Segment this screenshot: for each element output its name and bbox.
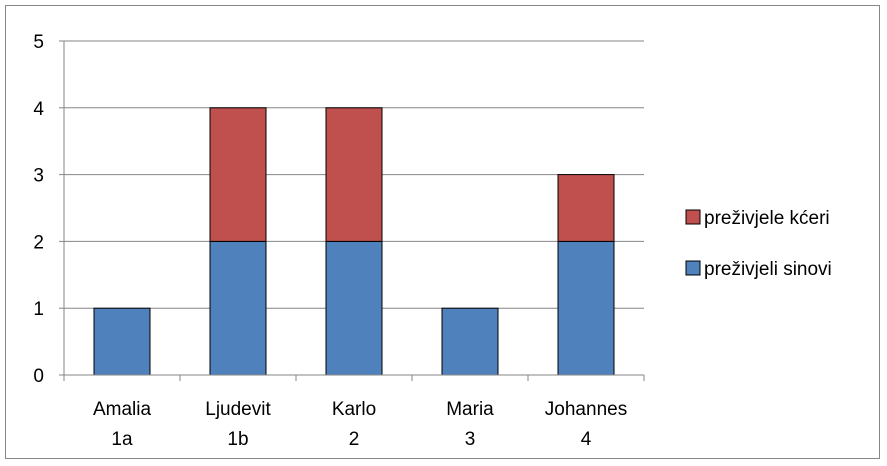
x-tick-label: 1a <box>111 429 133 450</box>
bar-segment <box>325 107 383 242</box>
x-tick-label: 1b <box>227 429 248 450</box>
y-tick-label: 3 <box>33 166 44 187</box>
x-tick-labels: Amalia 1a Ljudevit 1b Karlo 2 Maria 3 Johannes 4 <box>93 399 627 450</box>
x-tick-label: 4 <box>581 429 592 450</box>
bar-segment <box>557 240 615 376</box>
x-tick-label: Karlo <box>332 399 376 420</box>
y-tick-label: 2 <box>33 232 44 253</box>
y-tick-label: 5 <box>33 32 44 53</box>
bar-segment <box>93 307 151 376</box>
legend-label: preživjele kćeri <box>704 208 830 229</box>
legend-label: preživjeli sinovi <box>704 259 832 280</box>
x-tick-label: 2 <box>349 429 360 450</box>
bar-segment <box>441 307 499 376</box>
y-tick-label: 4 <box>33 99 44 120</box>
legend-swatch <box>685 260 701 276</box>
y-tick-label: 1 <box>33 299 44 320</box>
y-tick-label: 0 <box>33 366 44 387</box>
bar-segment <box>557 174 615 242</box>
y-tick-labels: 0 1 2 3 4 5 <box>33 32 44 387</box>
x-tick-label: Maria <box>446 399 494 420</box>
x-tick-label: Amalia <box>93 399 152 420</box>
x-tick-label: Johannes <box>545 399 627 420</box>
bar-segment <box>325 240 383 376</box>
bar-segment <box>209 240 267 376</box>
legend: preživjele kćeri preživjeli sinovi <box>685 208 832 280</box>
x-tick-label: 3 <box>465 429 476 450</box>
x-tick-label: Ljudevit <box>205 399 271 420</box>
bars <box>93 107 615 376</box>
bar-segment <box>209 107 267 242</box>
chart-frame <box>5 5 880 459</box>
axes <box>59 40 645 381</box>
legend-swatch <box>685 209 701 225</box>
